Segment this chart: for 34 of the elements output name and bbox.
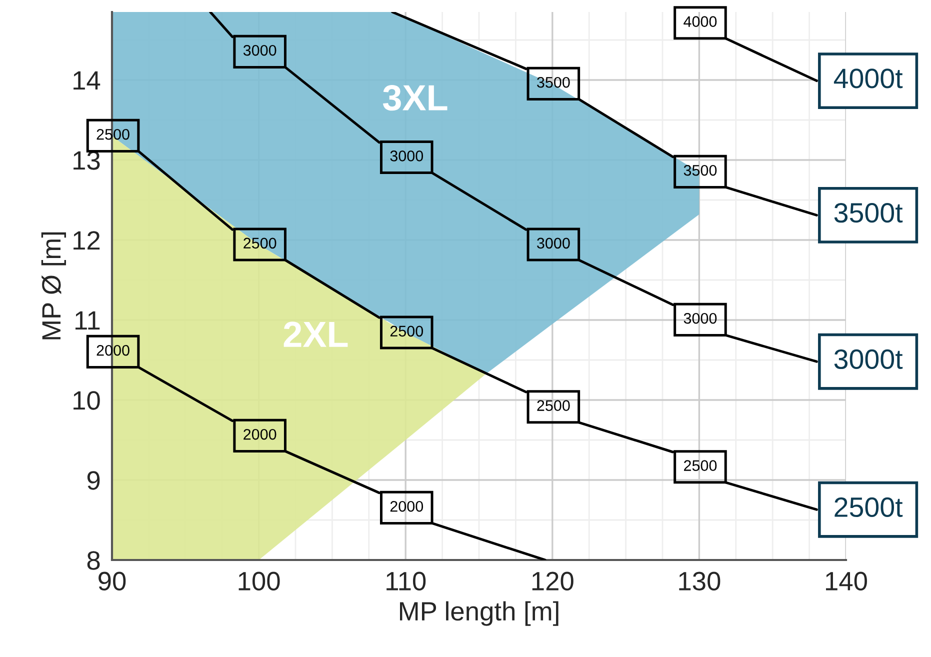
y-tick-label: 10 xyxy=(74,391,100,410)
x-tick-label: 130 xyxy=(679,572,720,590)
annotation: 2000 xyxy=(390,500,424,512)
annotation: 3000 xyxy=(390,150,424,162)
series-label: 3500t xyxy=(834,202,903,223)
annotation: 2500 xyxy=(684,460,717,471)
series-label: 2500t xyxy=(834,497,903,518)
x-tick-label: 140 xyxy=(826,572,867,590)
y-axis-title: MP Ø [m] xyxy=(41,232,66,340)
y-tick-label: 8 xyxy=(87,551,100,570)
y-tick-label: 9 xyxy=(87,471,100,490)
y-tick-label: 11 xyxy=(76,311,100,330)
y-tick-label: 14 xyxy=(74,71,100,90)
x-tick-label: 90 xyxy=(98,572,126,590)
annotation: 3000 xyxy=(537,238,570,249)
annotation: 2500 xyxy=(390,326,424,337)
annotation: 2000 xyxy=(244,428,276,440)
series-label: 4000t xyxy=(834,68,903,88)
x-tick-label: 110 xyxy=(386,572,426,590)
annotation: 2XL xyxy=(284,322,348,347)
annotation: 3XL xyxy=(382,85,448,111)
annotation: 3500 xyxy=(537,76,570,88)
y-tick-label: 13 xyxy=(74,151,100,170)
annotation: 4000 xyxy=(684,16,717,27)
x-tick-label: 100 xyxy=(238,572,280,590)
series-label: 3000t xyxy=(834,349,903,370)
y-tick-label: 12 xyxy=(74,231,100,250)
annotation: 3500 xyxy=(684,164,717,176)
annotation: 3000 xyxy=(684,312,717,324)
annotation: 2500 xyxy=(537,400,570,411)
x-tick-label: 120 xyxy=(532,572,574,590)
annotation: 3000 xyxy=(243,44,276,56)
annotation: 2500 xyxy=(244,238,276,249)
x-axis-title: MP length [m] xyxy=(400,601,558,626)
